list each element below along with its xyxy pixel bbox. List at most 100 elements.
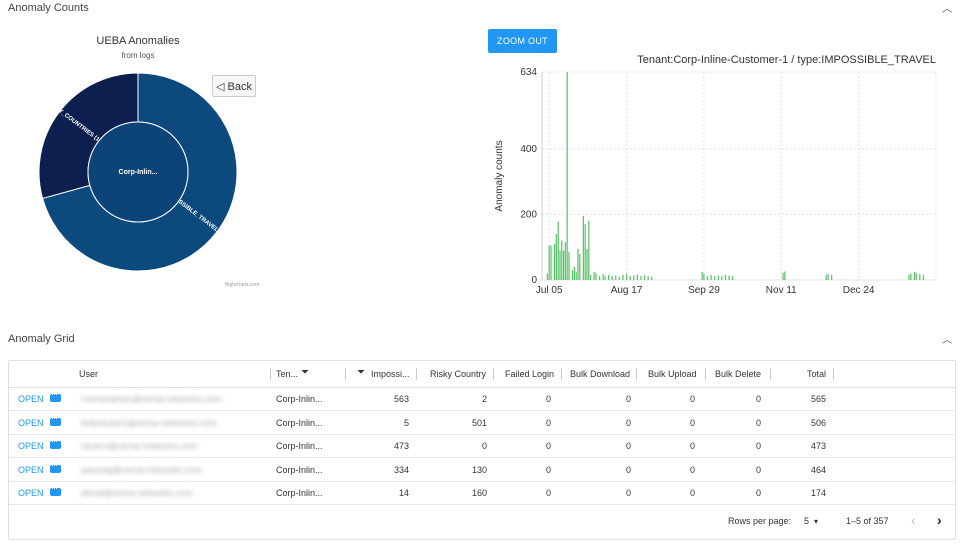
bar[interactable] [584, 224, 586, 280]
previous-page-icon[interactable]: ‹ [911, 512, 916, 528]
bar[interactable] [550, 245, 552, 280]
open-link[interactable]: OPEN [18, 417, 44, 428]
bar[interactable] [831, 274, 833, 280]
header-bulk-download[interactable]: Bulk Download [570, 369, 631, 379]
back-button[interactable]: ◁ Back [212, 75, 256, 97]
bar[interactable] [571, 270, 574, 280]
header-bulk-upload[interactable]: Bulk Upload [648, 369, 697, 379]
bar[interactable] [553, 243, 556, 280]
open-link[interactable]: OPEN [18, 441, 44, 451]
bar[interactable] [577, 248, 579, 280]
column-separator[interactable] [636, 368, 637, 380]
table-row[interactable]: OPEN ravanv@versa-networks.com Corp-Inlin.… [9, 435, 955, 458]
column-separator[interactable] [416, 368, 417, 380]
bar[interactable] [618, 276, 620, 280]
header-user[interactable]: User [79, 369, 99, 379]
bar[interactable] [555, 234, 558, 280]
bar[interactable] [636, 274, 638, 280]
header-bulk-delete[interactable]: Bulk Delete [715, 369, 762, 379]
bar[interactable] [595, 273, 597, 280]
bar[interactable] [915, 272, 917, 280]
bar[interactable] [913, 271, 916, 280]
header-total[interactable]: Total [807, 369, 827, 379]
bar[interactable] [562, 250, 565, 280]
comment-icon[interactable] [50, 460, 61, 473]
bar[interactable] [582, 216, 585, 280]
bar[interactable] [548, 245, 550, 280]
comment-icon[interactable] [50, 483, 61, 496]
bar[interactable] [706, 276, 709, 280]
bar[interactable] [717, 275, 719, 280]
column-separator[interactable] [345, 368, 346, 380]
rows-per-page-select[interactable]: 5 [804, 516, 810, 526]
table-row[interactable]: OPEN pavanig@versa-networks.com Corp-Inlin… [9, 459, 955, 482]
bar[interactable] [714, 276, 716, 280]
bar[interactable] [557, 221, 559, 280]
chevron-down-icon[interactable]: ▾ [814, 517, 819, 526]
bar[interactable] [825, 275, 827, 280]
table-row[interactable]: OPEN kritestuser1@versa-networks.com Corp-… [9, 412, 955, 435]
bar[interactable] [586, 248, 588, 280]
open-link[interactable]: OPEN [18, 394, 44, 404]
bar[interactable] [703, 274, 705, 280]
bar[interactable] [782, 272, 784, 280]
bar[interactable] [561, 240, 563, 280]
header-failed-login[interactable]: Failed Login [505, 369, 555, 379]
bar[interactable] [604, 276, 606, 280]
next-page-icon[interactable]: › [937, 512, 942, 528]
comment-icon[interactable] [50, 389, 61, 402]
bar[interactable] [647, 276, 649, 280]
bar[interactable] [611, 276, 613, 280]
comment-icon[interactable] [50, 436, 61, 449]
bar[interactable] [784, 271, 786, 280]
open-link[interactable]: OPEN [18, 464, 44, 475]
zoom-out-button[interactable]: ZOOM OUT [488, 29, 557, 53]
filter-icon[interactable]: ⏷ [301, 367, 309, 378]
bar[interactable] [593, 271, 595, 280]
bar[interactable] [575, 271, 577, 280]
bar[interactable] [710, 275, 712, 280]
bar[interactable] [910, 273, 912, 280]
bar[interactable] [721, 276, 723, 280]
column-separator[interactable] [561, 368, 562, 380]
bar[interactable] [827, 274, 829, 280]
bar[interactable] [643, 275, 646, 280]
column-separator[interactable] [770, 368, 771, 380]
column-separator[interactable] [493, 368, 494, 380]
bar[interactable] [564, 242, 567, 280]
bar[interactable] [588, 220, 590, 280]
bar[interactable] [622, 275, 624, 280]
comment-icon[interactable] [50, 413, 61, 426]
highcharts-credit[interactable]: Highcharts.com [225, 282, 260, 288]
bar[interactable] [615, 275, 617, 280]
collapse-anomaly-counts-icon[interactable]: ︿ [942, 4, 952, 15]
bar[interactable] [633, 275, 635, 280]
bar[interactable] [922, 274, 925, 280]
bar[interactable] [579, 253, 581, 280]
bar[interactable] [589, 275, 592, 280]
collapse-anomaly-grid-icon[interactable]: ︿ [942, 335, 952, 346]
table-row[interactable]: OPEN dinrai@versa-networks.com Corp-Inlin.… [9, 482, 955, 505]
bar[interactable] [602, 274, 604, 280]
bar[interactable] [629, 276, 631, 280]
header-tenant[interactable]: Ten... [276, 369, 299, 379]
column-separator[interactable] [705, 368, 706, 380]
bar[interactable] [919, 274, 921, 280]
bar[interactable] [607, 274, 610, 280]
open-link[interactable]: OPEN [18, 488, 44, 498]
header-risky-country[interactable]: Risky Country [430, 369, 487, 379]
bar[interactable] [701, 271, 703, 280]
bar[interactable] [640, 276, 642, 280]
header-impossible-travel[interactable]: Impossi... [371, 369, 410, 379]
bar[interactable] [559, 250, 561, 280]
bar[interactable] [625, 274, 628, 280]
bar[interactable] [732, 276, 734, 280]
bar[interactable] [566, 72, 568, 280]
bar[interactable] [651, 276, 653, 280]
filter-icon[interactable]: ⏷ [357, 367, 365, 378]
bar[interactable] [728, 275, 730, 280]
sunburst-center[interactable] [87, 121, 189, 223]
column-separator[interactable] [270, 368, 271, 380]
bar[interactable] [908, 275, 910, 280]
bar[interactable] [568, 252, 570, 280]
